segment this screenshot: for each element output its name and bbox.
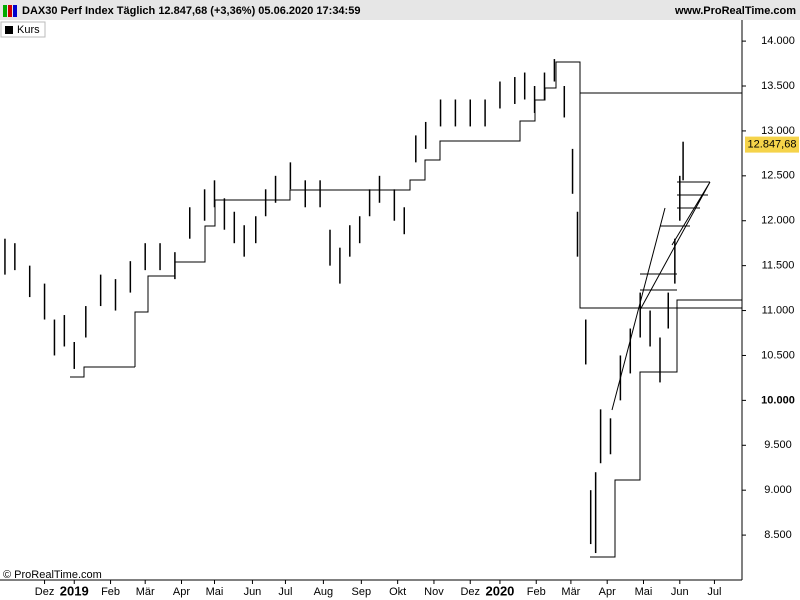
y-tick-label: 12.000 bbox=[761, 215, 795, 227]
y-tick-label: 11.000 bbox=[762, 304, 795, 316]
x-tick-label: Nov bbox=[424, 586, 444, 598]
header-icon bbox=[8, 5, 12, 17]
header-icon bbox=[3, 5, 7, 17]
x-tick-label: Jul bbox=[278, 586, 292, 598]
stop-line bbox=[70, 61, 742, 378]
x-tick-label: Aug bbox=[314, 586, 334, 598]
x-tick-label: Apr bbox=[599, 586, 616, 598]
header-icon bbox=[13, 5, 17, 17]
x-tick-label: Jul bbox=[707, 586, 721, 598]
x-tick-label: 2020 bbox=[485, 583, 514, 598]
y-tick-label: 14.000 bbox=[761, 35, 795, 47]
x-tick-label: Dez bbox=[460, 586, 480, 598]
level-line bbox=[640, 181, 710, 291]
x-tick-label: Okt bbox=[389, 586, 406, 598]
x-tick-label: Apr bbox=[173, 586, 190, 598]
x-tick-label: Mär bbox=[136, 586, 155, 598]
y-tick-label: 9.500 bbox=[764, 439, 792, 451]
x-tick-label: Feb bbox=[527, 586, 546, 598]
y-tick-label: 11.500 bbox=[762, 260, 795, 272]
plot bbox=[4, 59, 684, 554]
source: www.ProRealTime.com bbox=[674, 5, 796, 17]
x-tick-label: Mai bbox=[206, 586, 224, 598]
trend-line bbox=[611, 181, 711, 411]
y-tick-label: 10.500 bbox=[761, 349, 795, 361]
stop-line bbox=[590, 299, 742, 558]
chart-title: DAX30 Perf Index Täglich 12.847,68 (+3,3… bbox=[22, 5, 360, 17]
x-tick-label: Sep bbox=[352, 586, 372, 598]
y-tick-label: 13.500 bbox=[761, 80, 795, 92]
x-tick-label: Jun bbox=[671, 586, 689, 598]
header-bar bbox=[0, 0, 800, 20]
legend-label: Kurs bbox=[17, 24, 40, 36]
x-tick-label: Mai bbox=[635, 586, 653, 598]
y-tick-label: 8.500 bbox=[764, 529, 792, 541]
x-tick-label: Mär bbox=[561, 586, 580, 598]
x-tick-label: 2019 bbox=[60, 583, 89, 598]
drawings bbox=[70, 61, 742, 558]
y-tick-label: 9.000 bbox=[764, 484, 792, 496]
copyright: © ProRealTime.com bbox=[3, 569, 102, 581]
y-tick-label: 10.000 bbox=[761, 394, 795, 406]
last-price-label: 12.847,68 bbox=[748, 139, 797, 151]
x-tick-label: Dez bbox=[35, 586, 55, 598]
last-price-box bbox=[745, 136, 799, 153]
x-tick-label: Feb bbox=[101, 586, 120, 598]
y-tick-label: 13.000 bbox=[761, 125, 795, 137]
legend-swatch bbox=[5, 26, 13, 34]
y-tick-label: 12.500 bbox=[761, 170, 795, 182]
x-tick-label: Jun bbox=[244, 586, 262, 598]
